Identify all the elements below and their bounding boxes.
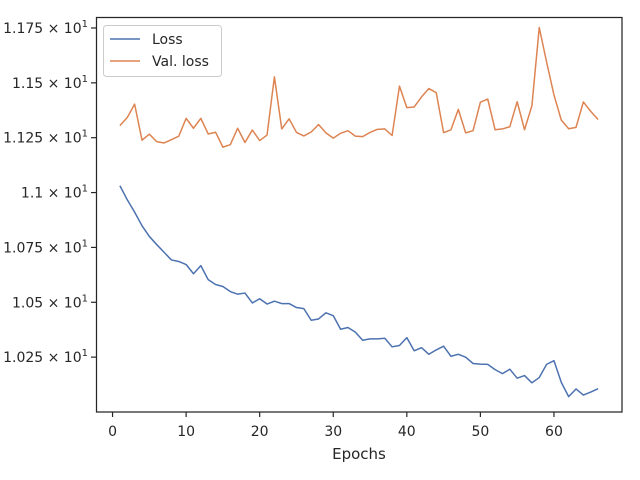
- series-line-0: [119, 185, 599, 398]
- y-tick-label: 1.075 × 101: [3, 238, 88, 256]
- y-tick-label: 1.15 × 101: [12, 74, 88, 92]
- x-tick-label: 40: [398, 424, 416, 440]
- x-axis-label: Epochs: [332, 445, 386, 463]
- y-tick-label: 1.1 × 101: [21, 184, 88, 202]
- plot-frame: [95, 16, 623, 413]
- x-tick-label: 20: [251, 424, 269, 440]
- y-axis-ticks: 1.025 × 101 1.05 × 101 1.075 × 101 1.1 × 10…: [3, 19, 96, 366]
- legend-label-val-loss: Val. loss: [152, 54, 209, 70]
- series-line-1: [119, 26, 599, 148]
- x-tick-label: 10: [177, 424, 195, 440]
- x-tick-label: 0: [108, 424, 117, 440]
- x-axis-ticks: 0 10 20 30 40 50 60: [108, 412, 563, 440]
- y-tick-label: 1.125 × 101: [3, 129, 88, 147]
- y-tick-label: 1.175 × 101: [3, 19, 88, 37]
- legend-label-loss: Loss: [152, 32, 183, 48]
- legend: Loss Val. loss: [103, 25, 222, 77]
- plot-lines: [119, 26, 599, 398]
- x-tick-label: 30: [324, 424, 342, 440]
- x-tick-label: 50: [471, 424, 489, 440]
- y-tick-label: 1.025 × 101: [3, 348, 88, 366]
- x-tick-label: 60: [545, 424, 563, 440]
- y-tick-label: 1.05 × 101: [12, 293, 88, 311]
